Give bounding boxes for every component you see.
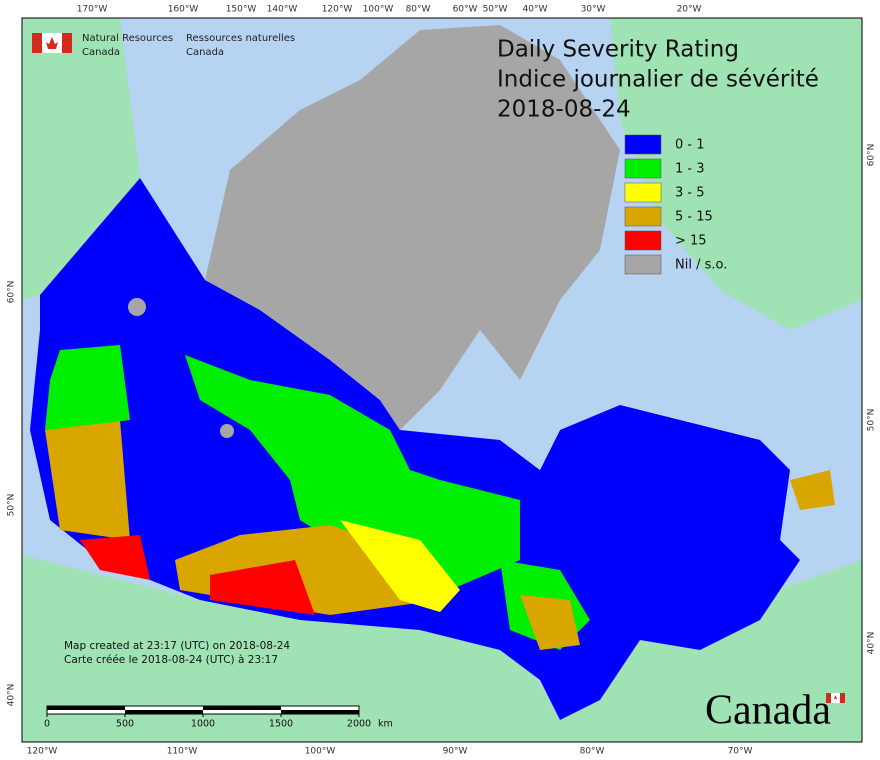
lon-label: 70°W [728, 747, 753, 757]
legend-swatch [624, 206, 662, 227]
lon-label: 100°W [305, 747, 336, 757]
legend-label: 1 - 3 [675, 162, 705, 177]
scale-label: 500 [116, 719, 134, 730]
lat-label: 40°N [867, 632, 877, 655]
title-line: 2018-08-24 [497, 97, 631, 123]
lon-label: 90°W [443, 747, 468, 757]
lon-label: 100°W [363, 5, 394, 15]
legend-swatch [624, 254, 662, 275]
lat-label: 50°N [7, 494, 17, 517]
scale-label: 2000 [347, 719, 371, 730]
lon-label: 140°W [267, 5, 298, 15]
title-line: Daily Severity Rating [497, 37, 739, 63]
legend-swatch [624, 182, 662, 203]
lon-label: 60°W [453, 5, 478, 15]
lon-label: 50°W [483, 5, 508, 15]
logo-flag [32, 33, 845, 703]
lon-label: 80°W [580, 747, 605, 757]
map-frame [21, 17, 863, 743]
scale-label: 1500 [269, 719, 293, 730]
legend-label: Nil / s.o. [675, 258, 727, 273]
agency-en: Canada [82, 47, 120, 58]
lat-label: 50°N [867, 409, 877, 432]
lon-label: 110°W [167, 747, 198, 757]
lon-label: 120°W [322, 5, 353, 15]
agency-fr: Ressources naturelles [186, 33, 295, 44]
map-note: Carte créée le 2018-08-24 (UTC) à 23:17 [64, 654, 278, 666]
lat-label: 40°N [7, 684, 17, 707]
wordmark: Canada [705, 688, 831, 734]
scale-unit: km [378, 719, 393, 730]
lon-label: 30°W [581, 5, 606, 15]
legend-swatch [624, 158, 662, 179]
legend-label: 0 - 1 [675, 138, 705, 153]
lat-label: 60°N [7, 281, 17, 304]
scale-label: 1000 [191, 719, 215, 730]
legend-label: 3 - 5 [675, 186, 705, 201]
legend-label: 5 - 15 [675, 210, 713, 225]
lon-label: 160°W [168, 5, 199, 15]
agency-fr: Canada [186, 47, 224, 58]
lat-label: 60°N [867, 144, 877, 167]
legend-label: > 15 [675, 234, 707, 249]
map-note: Map created at 23:17 (UTC) on 2018-08-24 [64, 640, 290, 652]
legend-swatch [624, 230, 662, 251]
lon-label: 40°W [523, 5, 548, 15]
agency-en: Natural Resources [82, 33, 173, 44]
scale-bar [46, 705, 360, 715]
lon-label: 120°W [27, 747, 58, 757]
scale-label: 0 [44, 719, 50, 730]
lon-label: 150°W [226, 5, 257, 15]
lon-label: 80°W [406, 5, 431, 15]
legend-swatch [624, 134, 662, 155]
title-line: Indice journalier de sévérité [497, 67, 819, 93]
lon-label: 170°W [77, 5, 108, 15]
lon-label: 20°W [677, 5, 702, 15]
